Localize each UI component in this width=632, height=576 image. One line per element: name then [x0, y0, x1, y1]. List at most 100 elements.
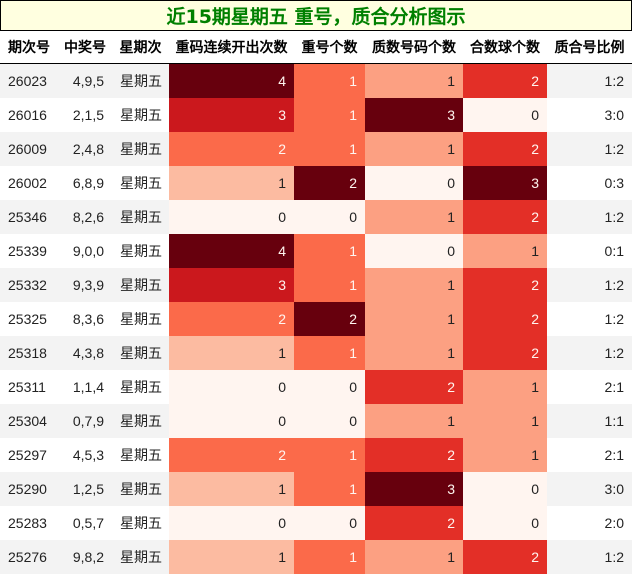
- numbers-cell: 4,3,8: [58, 336, 112, 370]
- prime-count-cell: 3: [365, 472, 463, 506]
- repeat-count-cell: 1: [294, 98, 365, 132]
- ratio-cell: 2:1: [547, 438, 632, 472]
- table-row: 25276 9,8,2 星期五 1 1 1 2 1:2: [0, 540, 632, 574]
- composite-count-cell: 0: [463, 506, 547, 540]
- ratio-cell: 1:2: [547, 336, 632, 370]
- table-row: 25283 0,5,7 星期五 0 0 2 0 2:0: [0, 506, 632, 540]
- col-header-composite-count: 合数球个数: [463, 31, 547, 64]
- issue-cell: 26002: [0, 166, 58, 200]
- issue-cell: 25318: [0, 336, 58, 370]
- table-row: 25346 8,2,6 星期五 0 0 1 2 1:2: [0, 200, 632, 234]
- issue-cell: 25325: [0, 302, 58, 336]
- table-row: 25311 1,1,4 星期五 0 0 2 1 2:1: [0, 370, 632, 404]
- numbers-cell: 2,1,5: [58, 98, 112, 132]
- col-header-repeat-streak: 重码连续开出次数: [169, 31, 294, 64]
- col-header-weekday: 星期次: [112, 31, 169, 64]
- prime-count-cell: 1: [365, 404, 463, 438]
- ratio-cell: 1:2: [547, 132, 632, 166]
- weekday-cell: 星期五: [112, 370, 169, 404]
- weekday-cell: 星期五: [112, 63, 169, 98]
- numbers-cell: 0,5,7: [58, 506, 112, 540]
- ratio-cell: 1:1: [547, 404, 632, 438]
- repeat-streak-cell: 0: [169, 200, 294, 234]
- prime-count-cell: 1: [365, 336, 463, 370]
- prime-count-cell: 1: [365, 132, 463, 166]
- ratio-cell: 2:1: [547, 370, 632, 404]
- weekday-cell: 星期五: [112, 234, 169, 268]
- composite-count-cell: 2: [463, 302, 547, 336]
- numbers-cell: 9,0,0: [58, 234, 112, 268]
- numbers-cell: 4,9,5: [58, 63, 112, 98]
- weekday-cell: 星期五: [112, 200, 169, 234]
- repeat-count-cell: 1: [294, 336, 365, 370]
- composite-count-cell: 1: [463, 234, 547, 268]
- ratio-cell: 1:2: [547, 302, 632, 336]
- weekday-cell: 星期五: [112, 438, 169, 472]
- issue-cell: 25276: [0, 540, 58, 574]
- composite-count-cell: 0: [463, 98, 547, 132]
- numbers-cell: 9,3,9: [58, 268, 112, 302]
- composite-count-cell: 2: [463, 132, 547, 166]
- issue-cell: 25283: [0, 506, 58, 540]
- table-row: 25332 9,3,9 星期五 3 1 1 2 1:2: [0, 268, 632, 302]
- composite-count-cell: 3: [463, 166, 547, 200]
- issue-cell: 26016: [0, 98, 58, 132]
- ratio-cell: 1:2: [547, 268, 632, 302]
- repeat-count-cell: 1: [294, 132, 365, 166]
- numbers-cell: 1,2,5: [58, 472, 112, 506]
- prime-count-cell: 3: [365, 98, 463, 132]
- repeat-count-cell: 1: [294, 438, 365, 472]
- col-header-issue: 期次号: [0, 31, 58, 64]
- issue-cell: 25304: [0, 404, 58, 438]
- repeat-count-cell: 1: [294, 63, 365, 98]
- prime-count-cell: 2: [365, 438, 463, 472]
- ratio-cell: 3:0: [547, 472, 632, 506]
- repeat-streak-cell: 1: [169, 166, 294, 200]
- numbers-cell: 1,1,4: [58, 370, 112, 404]
- composite-count-cell: 0: [463, 472, 547, 506]
- weekday-cell: 星期五: [112, 98, 169, 132]
- repeat-streak-cell: 0: [169, 370, 294, 404]
- repeat-streak-cell: 2: [169, 132, 294, 166]
- numbers-cell: 8,2,6: [58, 200, 112, 234]
- composite-count-cell: 2: [463, 336, 547, 370]
- composite-count-cell: 1: [463, 404, 547, 438]
- ratio-cell: 3:0: [547, 98, 632, 132]
- prime-count-cell: 2: [365, 506, 463, 540]
- table-row: 25339 9,0,0 星期五 4 1 0 1 0:1: [0, 234, 632, 268]
- prime-count-cell: 0: [365, 234, 463, 268]
- col-header-numbers: 中奖号: [58, 31, 112, 64]
- table-row: 25290 1,2,5 星期五 1 1 3 0 3:0: [0, 472, 632, 506]
- issue-cell: 25339: [0, 234, 58, 268]
- chart-title: 近15期星期五 重号，质合分析图示: [0, 0, 632, 31]
- table-row: 26009 2,4,8 星期五 2 1 1 2 1:2: [0, 132, 632, 166]
- issue-cell: 25311: [0, 370, 58, 404]
- repeat-count-cell: 0: [294, 200, 365, 234]
- repeat-streak-cell: 3: [169, 98, 294, 132]
- prime-count-cell: 1: [365, 200, 463, 234]
- issue-cell: 25290: [0, 472, 58, 506]
- heatmap-table: 期次号 中奖号 星期次 重码连续开出次数 重号个数 质数号码个数 合数球个数 质…: [0, 31, 632, 574]
- issue-cell: 25297: [0, 438, 58, 472]
- repeat-count-cell: 2: [294, 166, 365, 200]
- ratio-cell: 0:3: [547, 166, 632, 200]
- issue-cell: 25346: [0, 200, 58, 234]
- repeat-streak-cell: 0: [169, 506, 294, 540]
- composite-count-cell: 1: [463, 370, 547, 404]
- weekday-cell: 星期五: [112, 540, 169, 574]
- table-row: 25297 4,5,3 星期五 2 1 2 1 2:1: [0, 438, 632, 472]
- table-row: 25325 8,3,6 星期五 2 2 1 2 1:2: [0, 302, 632, 336]
- prime-count-cell: 1: [365, 302, 463, 336]
- col-header-prime-count: 质数号码个数: [365, 31, 463, 64]
- weekday-cell: 星期五: [112, 336, 169, 370]
- repeat-count-cell: 0: [294, 370, 365, 404]
- numbers-cell: 9,8,2: [58, 540, 112, 574]
- prime-count-cell: 1: [365, 268, 463, 302]
- numbers-cell: 8,3,6: [58, 302, 112, 336]
- ratio-cell: 1:2: [547, 540, 632, 574]
- table-row: 26016 2,1,5 星期五 3 1 3 0 3:0: [0, 98, 632, 132]
- ratio-cell: 1:2: [547, 200, 632, 234]
- repeat-streak-cell: 4: [169, 63, 294, 98]
- ratio-cell: 2:0: [547, 506, 632, 540]
- repeat-count-cell: 0: [294, 506, 365, 540]
